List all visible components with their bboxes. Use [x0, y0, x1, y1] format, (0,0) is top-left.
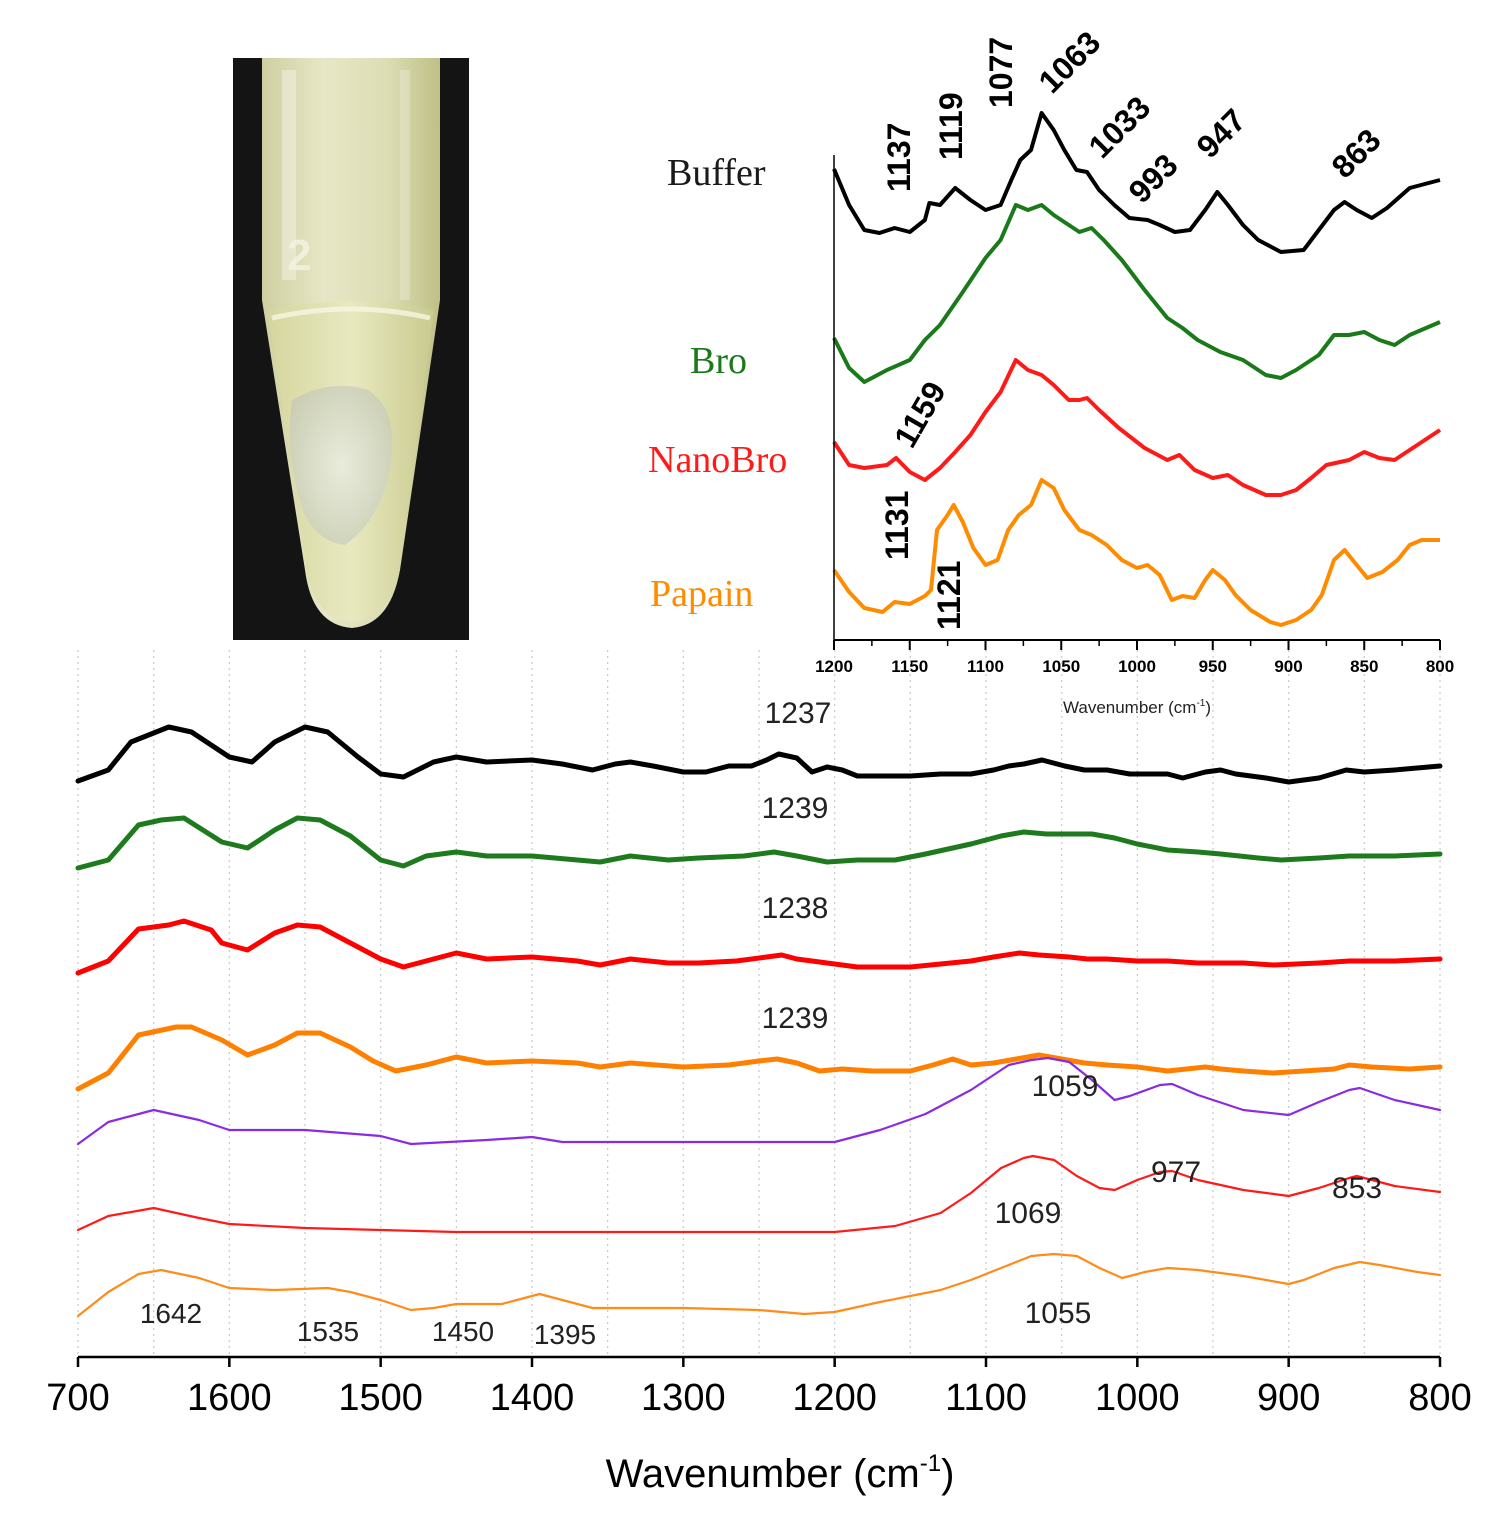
main-x-tick-label: 1200 [792, 1377, 877, 1419]
inset-legend-nanobro: NanoBro [648, 439, 787, 481]
inset-annotation: 993 [1121, 147, 1184, 210]
inset-annotations: 1137 1119 1077 1063 1033 993 947 863 115… [879, 24, 1388, 630]
tube-photo: 2 [233, 58, 469, 640]
inset-series-buffer [832, 111, 1441, 254]
main-annotation: 977 [1151, 1156, 1201, 1189]
main-x-tick-label: 1500 [338, 1377, 423, 1419]
main-annotation: 1535 [297, 1316, 359, 1347]
inset-annotation: 1077 [983, 37, 1019, 108]
inset-annotation: 1033 [1081, 89, 1157, 165]
inset-annotation: 1063 [1031, 24, 1107, 100]
main-series-reference-orange [76, 1252, 1442, 1318]
main-x-tick-label: 1400 [490, 1377, 575, 1419]
inset-series-bro [832, 203, 1441, 384]
main-annotation: 1395 [534, 1319, 596, 1350]
inset-annotation: 1159 [887, 375, 953, 453]
main-annotation: 1059 [1032, 1070, 1099, 1103]
main-x-tick-label: 1000 [1095, 1377, 1180, 1419]
inset-series-papain [832, 478, 1440, 627]
main-x-tick-label: 800 [1408, 1377, 1471, 1419]
main-annotation: 1642 [140, 1298, 202, 1329]
main-annotation: 1238 [762, 892, 829, 925]
main-series-nanobro [75, 918, 1443, 976]
inset-x-tick-label: 900 [1274, 657, 1302, 676]
inset-x-tick-label: 1150 [891, 657, 928, 676]
main-plot-area [75, 724, 1443, 1318]
inset-x-tick-label: 800 [1426, 657, 1454, 676]
inset-chart: 1200 1150 1100 1050 1000 950 900 850 800 Wavenum… [648, 24, 1454, 717]
main-annotation: 1450 [432, 1316, 494, 1347]
main-x-tick-label: 1100 [945, 1377, 1027, 1419]
inset-x-tick-label: 1100 [967, 657, 1004, 676]
main-x-tick-label: 700 [46, 1377, 109, 1419]
inset-legend-bro: Bro [690, 340, 747, 382]
main-series-reference-red [76, 1154, 1442, 1234]
inset-x-tick-label: 1050 [1042, 657, 1080, 676]
main-chart: 700 1600 1500 1400 1300 1200 1100 1000 900 800 Wa… [46, 650, 1472, 1496]
inset-legend-buffer: Buffer [667, 152, 766, 194]
main-x-tick-label: 1300 [641, 1377, 726, 1419]
main-annotations: 1237 1239 1238 1239 1059 977 853 1069 16… [140, 697, 1382, 1350]
main-annotation: 1239 [762, 1002, 829, 1035]
inset-annotation: 1121 [931, 561, 967, 630]
inset-legend-papain: Papain [650, 573, 753, 615]
main-x-tick-label: 1600 [187, 1377, 272, 1419]
main-gridlines [77, 650, 1441, 1357]
inset-annotation: 863 [1324, 122, 1387, 185]
inset-annotation: 1119 [933, 92, 969, 160]
inset-x-tick-label: 950 [1199, 657, 1227, 676]
inset-x-axis: 1200 1150 1100 1050 1000 950 900 850 800 Wavenum… [815, 155, 1454, 717]
inset-x-tick-label: 1200 [815, 657, 853, 676]
inset-plot-area [832, 111, 1442, 627]
main-series-papain [75, 1024, 1443, 1092]
main-x-tick-label: 900 [1257, 1377, 1320, 1419]
main-annotation: 1069 [995, 1197, 1062, 1230]
main-annotation: 1055 [1025, 1297, 1092, 1330]
main-series-buffer [75, 724, 1443, 785]
inset-series-nanobro [832, 358, 1442, 497]
main-x-axis-title: Wavenumber (cm-1) [606, 1450, 955, 1496]
inset-annotation: 1131 [879, 491, 915, 560]
inset-annotation: 1137 [881, 123, 917, 192]
inset-x-tick-label: 1000 [1118, 657, 1156, 676]
inset-x-axis-title: Wavenumber (cm-1) [1063, 698, 1211, 717]
main-series-bro [75, 815, 1443, 871]
main-x-axis: 700 1600 1500 1400 1300 1200 1100 1000 900 800 Wa… [46, 1355, 1472, 1496]
main-annotation: 1237 [765, 697, 832, 730]
main-annotation: 853 [1332, 1172, 1382, 1205]
tube-mark: 2 [287, 231, 311, 280]
main-annotation: 1239 [762, 792, 829, 825]
inset-x-tick-label: 850 [1350, 657, 1378, 676]
inset-annotation: 947 [1189, 102, 1252, 165]
main-series-reference-violet [76, 1056, 1442, 1146]
inset-legend: Buffer Bro NanoBro Papain [648, 152, 787, 615]
